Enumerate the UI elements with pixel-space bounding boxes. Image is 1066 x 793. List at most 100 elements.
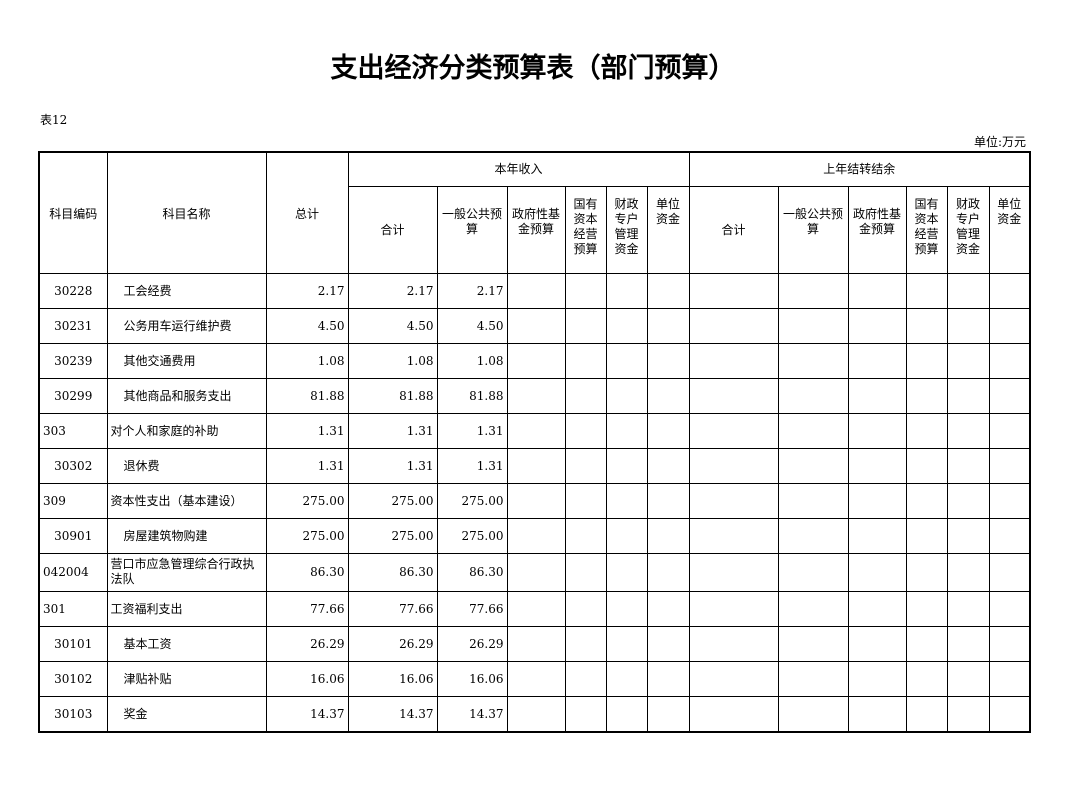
table-row: 30102 津贴补贴 16.06 16.06 16.06 [38, 660, 1031, 697]
cell-total: 77.66 [265, 590, 349, 627]
subheader-current-3: 国有资本经营预算 [564, 185, 607, 274]
cell-empty [646, 695, 690, 732]
cell-empty [905, 272, 948, 309]
subheader-carryover-5: 单位资金 [988, 185, 1031, 274]
page-title: 支出经济分类预算表（部门预算） [330, 53, 736, 84]
cell-empty [564, 447, 607, 484]
cell-empty [847, 625, 907, 662]
subheader-current-2: 政府性基金预算 [506, 185, 566, 274]
cell-empty [646, 660, 690, 697]
cell-name: 工资福利支出 [106, 590, 267, 627]
cell-empty [646, 272, 690, 309]
cell-empty [847, 447, 907, 484]
cell-sum: 26.29 [347, 625, 438, 662]
cell-empty [905, 552, 948, 592]
cell-empty [988, 695, 1031, 732]
cell-total: 2.17 [265, 272, 349, 309]
cell-code: 309 [38, 482, 108, 519]
cell-name: 退休费 [106, 447, 267, 484]
cell-general: 1.31 [436, 447, 508, 484]
cell-empty [988, 552, 1031, 592]
table-row: 30231 公务用车运行维护费 4.50 4.50 4.50 [38, 307, 1031, 344]
cell-empty [847, 660, 907, 697]
cell-empty [688, 517, 779, 554]
subheader-current-0: 合计 [347, 185, 438, 274]
cell-empty [646, 342, 690, 379]
cell-empty [777, 342, 849, 379]
subheader-carryover-0: 合计 [688, 185, 779, 274]
cell-empty [777, 272, 849, 309]
cell-empty [905, 307, 948, 344]
cell-general: 16.06 [436, 660, 508, 697]
cell-empty [847, 272, 907, 309]
cell-sum: 1.08 [347, 342, 438, 379]
subheader-current-4: 财政专户管理资金 [605, 185, 648, 274]
cell-empty [605, 342, 648, 379]
cell-name: 对个人和家庭的补助 [106, 412, 267, 449]
cell-empty [905, 342, 948, 379]
cell-empty [988, 590, 1031, 627]
cell-empty [646, 552, 690, 592]
cell-code: 301 [38, 590, 108, 627]
cell-empty [777, 412, 849, 449]
cell-empty [506, 272, 566, 309]
cell-empty [646, 377, 690, 414]
cell-empty [847, 695, 907, 732]
cell-empty [605, 552, 648, 592]
cell-empty [946, 552, 990, 592]
cell-total: 1.08 [265, 342, 349, 379]
cell-total: 86.30 [265, 552, 349, 592]
cell-empty [506, 625, 566, 662]
cell-sum: 275.00 [347, 482, 438, 519]
cell-code: 30228 [38, 272, 108, 309]
cell-general: 275.00 [436, 517, 508, 554]
cell-empty [688, 342, 779, 379]
cell-empty [506, 342, 566, 379]
cell-empty [564, 625, 607, 662]
cell-empty [777, 695, 849, 732]
cell-empty [564, 695, 607, 732]
header-current-year: 本年收入 [347, 151, 690, 187]
cell-empty [988, 447, 1031, 484]
table-row: 30101 基本工资 26.29 26.29 26.29 [38, 625, 1031, 662]
table-row: 30103 奖金 14.37 14.37 14.37 [38, 695, 1031, 732]
cell-total: 16.06 [265, 660, 349, 697]
cell-empty [946, 590, 990, 627]
cell-empty [988, 517, 1031, 554]
cell-empty [988, 342, 1031, 379]
cell-sum: 86.30 [347, 552, 438, 592]
cell-empty [946, 482, 990, 519]
cell-empty [688, 625, 779, 662]
cell-sum: 16.06 [347, 660, 438, 697]
cell-empty [946, 625, 990, 662]
budget-table: 科目编码 科目名称 总计 本年收入 上年结转结余 合计 一般公共预算 政府性基金预算… [38, 151, 1031, 733]
cell-empty [564, 342, 607, 379]
cell-empty [605, 482, 648, 519]
cell-empty [646, 517, 690, 554]
cell-empty [605, 625, 648, 662]
table-row: 30302 退休费 1.31 1.31 1.31 [38, 447, 1031, 484]
cell-empty [605, 695, 648, 732]
cell-name: 营口市应急管理综合行政执法队 [106, 552, 267, 592]
header-name: 科目名称 [106, 151, 267, 274]
cell-name: 津贴补贴 [106, 660, 267, 697]
cell-empty [946, 307, 990, 344]
cell-empty [688, 412, 779, 449]
cell-empty [564, 377, 607, 414]
table-row: 30239 其他交通费用 1.08 1.08 1.08 [38, 342, 1031, 379]
cell-empty [688, 447, 779, 484]
cell-empty [688, 660, 779, 697]
cell-empty [777, 590, 849, 627]
cell-empty [777, 517, 849, 554]
cell-empty [688, 482, 779, 519]
cell-sum: 4.50 [347, 307, 438, 344]
table-row: 303 对个人和家庭的补助 1.31 1.31 1.31 [38, 412, 1031, 449]
cell-empty [564, 552, 607, 592]
cell-general: 1.31 [436, 412, 508, 449]
cell-empty [688, 272, 779, 309]
cell-empty [905, 412, 948, 449]
cell-empty [946, 517, 990, 554]
cell-empty [988, 625, 1031, 662]
cell-name: 其他交通费用 [106, 342, 267, 379]
cell-empty [564, 517, 607, 554]
